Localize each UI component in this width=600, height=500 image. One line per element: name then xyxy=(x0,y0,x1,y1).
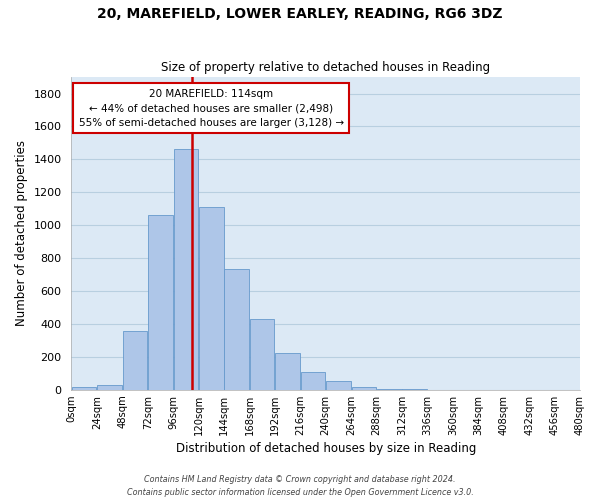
Bar xyxy=(377,389,401,390)
Text: 20 MAREFIELD: 114sqm
← 44% of detached houses are smaller (2,498)
55% of semi-de: 20 MAREFIELD: 114sqm ← 44% of detached h… xyxy=(79,88,344,128)
Text: Contains HM Land Registry data © Crown copyright and database right 2024.
Contai: Contains HM Land Registry data © Crown c… xyxy=(127,476,473,497)
Title: Size of property relative to detached houses in Reading: Size of property relative to detached ho… xyxy=(161,62,490,74)
Y-axis label: Number of detached properties: Number of detached properties xyxy=(15,140,28,326)
Bar xyxy=(148,216,173,390)
Bar xyxy=(250,319,274,390)
Bar xyxy=(301,372,325,390)
Bar xyxy=(352,386,376,390)
Bar xyxy=(199,207,224,390)
Text: 20, MAREFIELD, LOWER EARLEY, READING, RG6 3DZ: 20, MAREFIELD, LOWER EARLEY, READING, RG… xyxy=(97,8,503,22)
Bar xyxy=(326,381,351,390)
Bar xyxy=(122,332,147,390)
Bar xyxy=(173,148,198,390)
Bar xyxy=(224,269,249,390)
X-axis label: Distribution of detached houses by size in Reading: Distribution of detached houses by size … xyxy=(176,442,476,455)
Bar xyxy=(97,385,122,390)
Bar xyxy=(72,388,97,390)
Bar xyxy=(275,353,300,390)
